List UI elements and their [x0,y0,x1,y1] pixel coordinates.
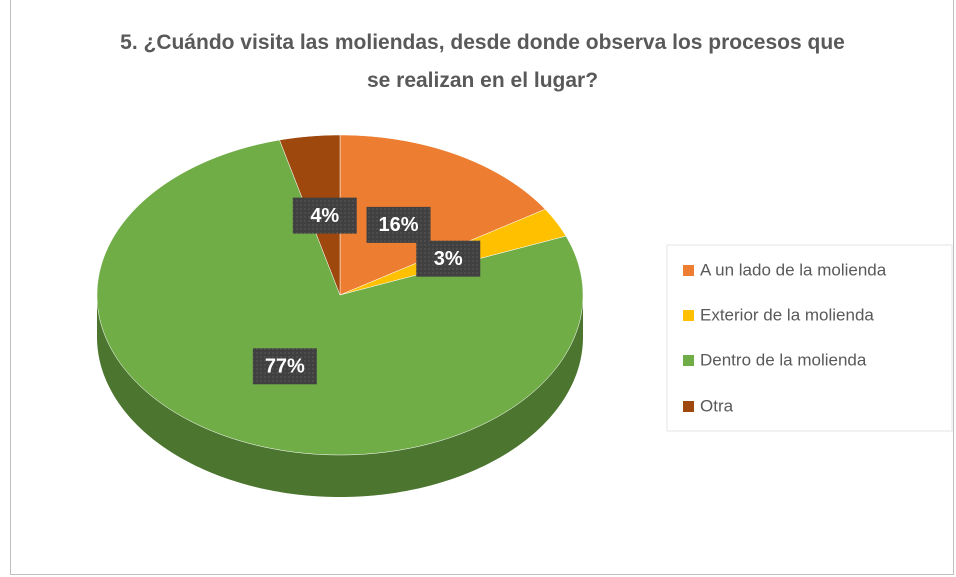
legend-label: Dentro de la molienda [700,350,867,369]
data-label: 3% [434,248,463,270]
data-label-box [366,206,431,243]
legend-swatch [683,401,694,412]
legend-swatch [683,355,694,366]
legend-swatch [683,310,694,321]
legend-label: Otra [700,396,734,415]
slice [96,139,584,456]
data-label: 77% [265,356,305,378]
slice-side [97,295,583,497]
data-label-box [292,197,357,234]
legend-label: A un lado de la molienda [700,260,887,279]
data-label-box [416,240,481,277]
legend-box [666,244,953,432]
data-label: 4% [310,205,339,227]
legend-label: Exterior de la molienda [700,305,874,324]
chart-frame [10,0,954,575]
legend-swatch [683,265,694,276]
slice [339,134,546,296]
data-label: 16% [379,214,419,236]
chart-title: 5. ¿Cuándo visita las moliendas, desde d… [120,31,845,92]
data-label-box [252,348,317,385]
